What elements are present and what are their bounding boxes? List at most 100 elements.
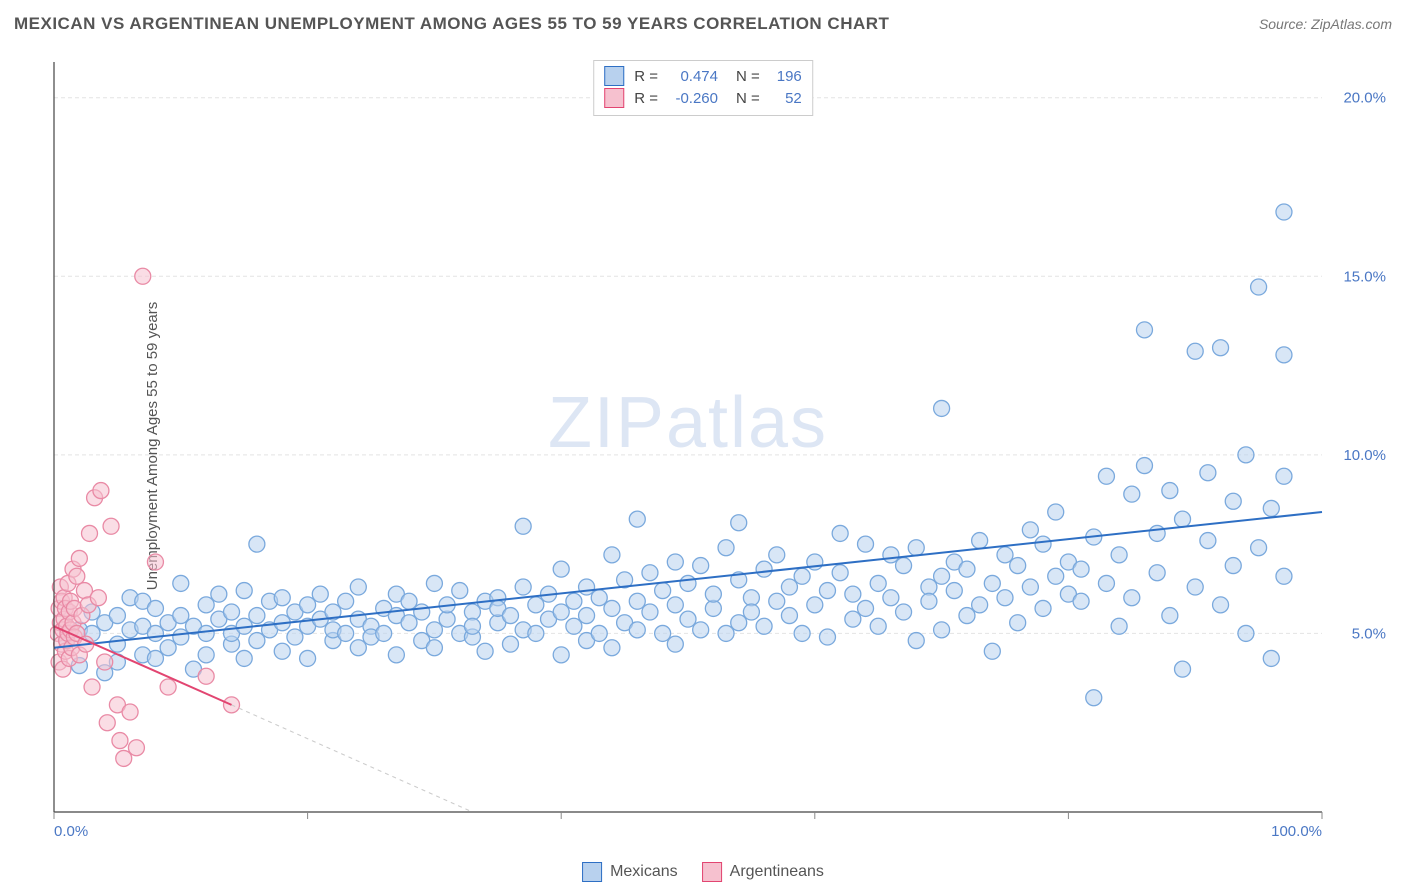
- data-point: [211, 586, 227, 602]
- data-point: [439, 611, 455, 627]
- data-point: [515, 579, 531, 595]
- data-point: [1136, 322, 1152, 338]
- data-point: [579, 579, 595, 595]
- data-point: [629, 622, 645, 638]
- data-point: [1149, 525, 1165, 541]
- data-point: [1187, 343, 1203, 359]
- data-point: [71, 550, 87, 566]
- data-point: [116, 750, 132, 766]
- data-point: [883, 590, 899, 606]
- plot-area: 5.0%10.0%15.0%20.0%ZIPatlas0.0%100.0%: [50, 58, 1392, 842]
- data-point: [579, 608, 595, 624]
- data-point: [338, 625, 354, 641]
- data-point: [1213, 340, 1229, 356]
- data-point: [1098, 468, 1114, 484]
- data-point: [103, 518, 119, 534]
- data-point: [845, 611, 861, 627]
- data-point: [1048, 504, 1064, 520]
- data-point: [934, 400, 950, 416]
- data-point: [426, 575, 442, 591]
- data-point: [1200, 533, 1216, 549]
- data-point: [1213, 597, 1229, 613]
- data-point: [896, 558, 912, 574]
- data-point: [82, 525, 98, 541]
- data-point: [1175, 511, 1191, 527]
- data-point: [1048, 568, 1064, 584]
- data-point: [984, 643, 1000, 659]
- data-point: [350, 640, 366, 656]
- data-point: [173, 575, 189, 591]
- data-point: [1010, 615, 1026, 631]
- data-point: [553, 604, 569, 620]
- data-point: [629, 511, 645, 527]
- data-point: [502, 636, 518, 652]
- legend-label: Mexicans: [610, 863, 678, 881]
- data-point: [921, 579, 937, 595]
- data-point: [934, 622, 950, 638]
- data-point: [819, 583, 835, 599]
- data-point: [287, 629, 303, 645]
- data-point: [794, 568, 810, 584]
- data-point: [553, 561, 569, 577]
- legend-label: Argentineans: [730, 863, 824, 881]
- data-point: [160, 640, 176, 656]
- data-point: [1124, 590, 1140, 606]
- data-point: [1276, 468, 1292, 484]
- data-point: [249, 536, 265, 552]
- legend-swatch: [604, 88, 624, 108]
- data-point: [224, 604, 240, 620]
- data-point: [858, 600, 874, 616]
- data-point: [1124, 486, 1140, 502]
- r-label: R =: [634, 68, 658, 85]
- series-legend: Mexicans Argentineans: [582, 862, 824, 882]
- data-point: [1111, 547, 1127, 563]
- data-point: [667, 597, 683, 613]
- data-point: [1136, 458, 1152, 474]
- data-point: [794, 625, 810, 641]
- data-point: [122, 704, 138, 720]
- data-point: [300, 597, 316, 613]
- data-point: [515, 518, 531, 534]
- data-point: [807, 597, 823, 613]
- legend-row: R =-0.260N =52: [604, 87, 802, 109]
- data-point: [908, 633, 924, 649]
- data-point: [693, 558, 709, 574]
- data-point: [756, 561, 772, 577]
- data-point: [1276, 347, 1292, 363]
- data-point: [109, 636, 125, 652]
- watermark: ZIPatlas: [548, 383, 828, 463]
- data-point: [845, 586, 861, 602]
- y-tick-label: 10.0%: [1343, 447, 1386, 464]
- data-point: [832, 565, 848, 581]
- data-point: [1073, 593, 1089, 609]
- data-point: [147, 625, 163, 641]
- data-point: [452, 583, 468, 599]
- n-label: N =: [736, 90, 760, 107]
- data-point: [908, 540, 924, 556]
- data-point: [743, 604, 759, 620]
- data-point: [173, 608, 189, 624]
- x-tick-label: 100.0%: [1271, 823, 1322, 840]
- data-point: [198, 625, 214, 641]
- data-point: [274, 643, 290, 659]
- data-point: [705, 600, 721, 616]
- data-point: [401, 593, 417, 609]
- data-point: [249, 633, 265, 649]
- data-point: [128, 740, 144, 756]
- data-point: [69, 568, 85, 584]
- x-tick-label: 0.0%: [54, 823, 88, 840]
- data-point: [236, 650, 252, 666]
- data-point: [946, 583, 962, 599]
- data-point: [743, 590, 759, 606]
- data-point: [667, 636, 683, 652]
- data-point: [693, 622, 709, 638]
- data-point: [629, 593, 645, 609]
- data-point: [1276, 204, 1292, 220]
- data-point: [1010, 558, 1026, 574]
- data-point: [832, 525, 848, 541]
- data-point: [959, 608, 975, 624]
- data-point: [376, 625, 392, 641]
- data-point: [769, 547, 785, 563]
- data-point: [109, 608, 125, 624]
- data-point: [1263, 500, 1279, 516]
